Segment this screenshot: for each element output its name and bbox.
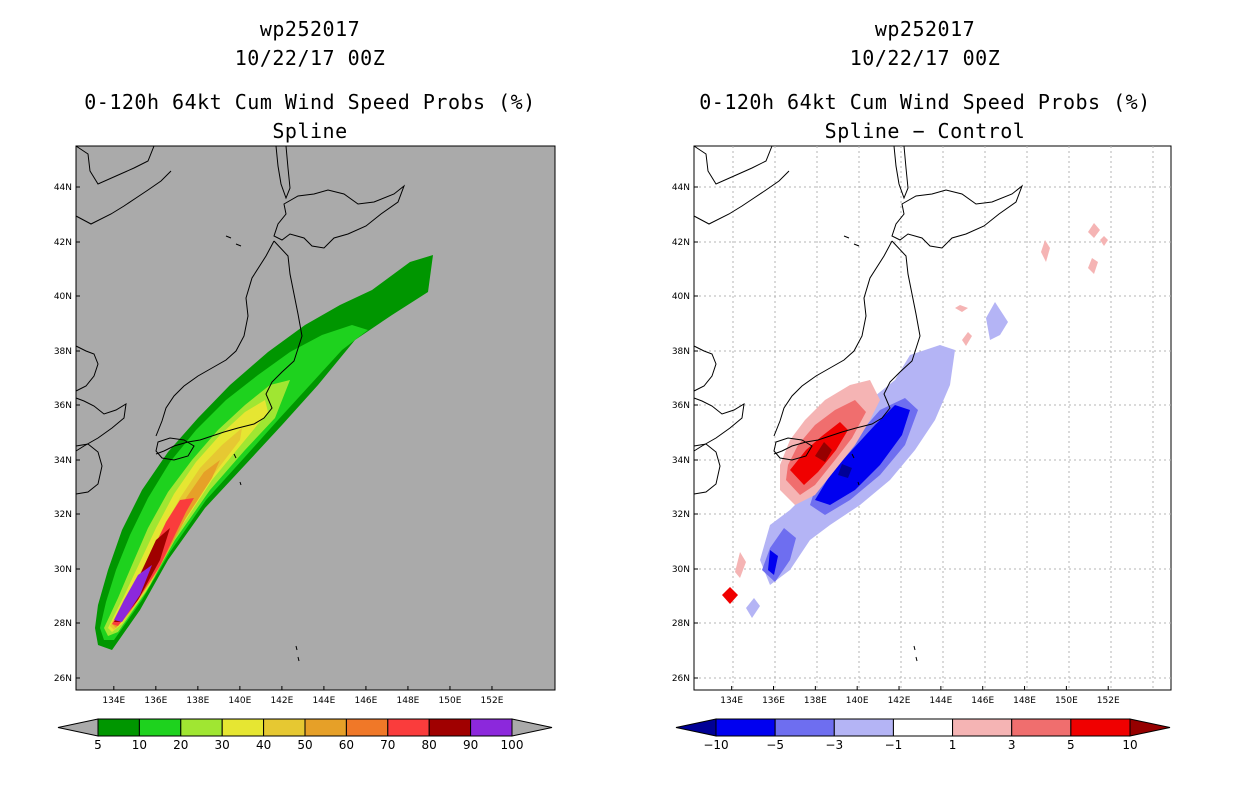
right-colorbar-swatch xyxy=(1011,718,1072,737)
right-lat-label: 40N xyxy=(672,292,690,302)
left-probability-swath xyxy=(95,255,433,650)
left-axis-labels: 44N 42N 40N 38N 36N 34N 32N 30N 28N 26N 134E 136E 13… xyxy=(54,183,504,706)
left-colorbar-swatch xyxy=(138,718,182,737)
right-colorbar-label: −3 xyxy=(825,738,843,752)
left-colorbar-label: 5 xyxy=(94,738,102,752)
left-colorbar-label: 30 xyxy=(215,738,230,752)
left-lon-label: 152E xyxy=(481,696,504,706)
right-axis-labels: 44N 42N 40N 38N 36N 34N 32N 30N 28N 26N 134E 136E 13… xyxy=(672,183,1120,706)
left-lat-label: 34N xyxy=(54,456,72,466)
left-colorbar-swatch xyxy=(97,718,140,737)
left-lat-label: 36N xyxy=(54,401,72,411)
right-lat-label: 42N xyxy=(672,238,690,248)
left-colorbar-swatch xyxy=(387,718,430,737)
right-colorbar-swatch xyxy=(892,718,954,737)
right-lon-label: 152E xyxy=(1097,696,1120,706)
right-lat-label: 28N xyxy=(672,619,690,629)
left-lon-label: 146E xyxy=(354,696,377,706)
right-lon-label: 134E xyxy=(720,696,743,706)
right-colorbar-label: −1 xyxy=(885,738,903,752)
right-lat-label: 36N xyxy=(672,401,690,411)
right-colorbar-swatch xyxy=(952,718,1013,737)
right-lon-label: 140E xyxy=(846,696,869,706)
left-colorbar-label: 50 xyxy=(297,738,312,752)
right-lon-label: 146E xyxy=(971,696,994,706)
right-lat-label: 44N xyxy=(672,183,690,193)
left-colorbar-label: 70 xyxy=(380,738,395,752)
left-lon-label: 144E xyxy=(312,696,335,706)
right-lon-label: 144E xyxy=(929,696,952,706)
right-lon-label: 142E xyxy=(888,696,911,706)
right-colorbar-label: 3 xyxy=(1008,738,1016,752)
left-colorbar-label: 100 xyxy=(501,738,524,752)
left-colorbar-label: 60 xyxy=(339,738,354,752)
left-colorbar-swatch xyxy=(345,718,389,737)
left-colorbar-swatch xyxy=(470,718,513,737)
right-storm-id: wp252017 xyxy=(874,17,976,41)
left-product-title: 0-120h 64kt Cum Wind Speed Probs (%) xyxy=(84,90,536,114)
right-lon-label: 138E xyxy=(804,696,827,706)
left-colorbar: 5 10 20 30 40 50 60 70 80 90 100 xyxy=(57,718,553,752)
right-lat-label: 38N xyxy=(672,347,690,357)
left-lon-label: 140E xyxy=(228,696,251,706)
right-map-panel xyxy=(693,145,1172,691)
left-lat-label: 32N xyxy=(54,510,72,520)
left-lon-label: 142E xyxy=(270,696,293,706)
left-map-panel xyxy=(75,145,556,691)
right-datetime: 10/22/17 00Z xyxy=(849,46,1001,70)
left-colorbar-swatch xyxy=(304,718,347,737)
left-lat-label: 26N xyxy=(54,674,72,684)
left-storm-id: wp252017 xyxy=(259,17,361,41)
left-lon-label: 138E xyxy=(186,696,209,706)
right-lat-label: 30N xyxy=(672,565,690,575)
left-colorbar-low-triangle xyxy=(57,718,99,737)
right-colorbar-swatch xyxy=(833,718,894,737)
left-colorbar-label: 90 xyxy=(463,738,478,752)
left-lon-label: 134E xyxy=(102,696,125,706)
right-colorbar: −10 −5 −3 −1 1 3 5 10 xyxy=(675,718,1171,752)
left-map-background xyxy=(75,145,556,691)
left-colorbar-high-triangle xyxy=(511,718,553,737)
right-difference-field xyxy=(722,223,1108,618)
left-colorbar-swatch xyxy=(263,718,306,737)
left-lon-label: 150E xyxy=(439,696,462,706)
left-panel-title: wp252017 10/22/17 00Z 0-120h 64kt Cum Wi… xyxy=(60,15,560,146)
left-lat-label: 40N xyxy=(54,292,72,302)
right-colorbar-label: 10 xyxy=(1122,738,1137,752)
left-colorbar-swatch xyxy=(428,718,472,737)
left-colorbar-label: 20 xyxy=(173,738,188,752)
right-subtitle: Spline − Control xyxy=(824,119,1026,143)
left-colorbar-swatch xyxy=(180,718,223,737)
left-lat-label: 30N xyxy=(54,565,72,575)
left-lat-label: 44N xyxy=(54,183,72,193)
right-lat-label: 26N xyxy=(672,674,690,684)
right-colorbar-label: 1 xyxy=(949,738,957,752)
left-lat-label: 28N xyxy=(54,619,72,629)
right-lat-label: 32N xyxy=(672,510,690,520)
left-colorbar-label: 80 xyxy=(422,738,437,752)
right-lon-label: 148E xyxy=(1013,696,1036,706)
right-colorbar-label: −5 xyxy=(766,738,784,752)
left-lon-label: 136E xyxy=(144,696,167,706)
right-colorbar-swatch xyxy=(715,718,776,737)
right-product-title: 0-120h 64kt Cum Wind Speed Probs (%) xyxy=(699,90,1151,114)
left-colorbar-swatch xyxy=(221,718,265,737)
right-panel-title: wp252017 10/22/17 00Z 0-120h 64kt Cum Wi… xyxy=(675,15,1175,146)
right-colorbar-swatch xyxy=(1070,718,1131,737)
left-colorbar-label: 10 xyxy=(132,738,147,752)
right-colorbar-swatch xyxy=(774,718,835,737)
left-lat-label: 38N xyxy=(54,347,72,357)
right-colorbar-high-triangle xyxy=(1129,718,1171,737)
right-colorbar-low-triangle xyxy=(675,718,717,737)
right-colorbar-label: 5 xyxy=(1067,738,1075,752)
left-datetime: 10/22/17 00Z xyxy=(234,46,386,70)
left-colorbar-label: 40 xyxy=(256,738,271,752)
right-lon-label: 136E xyxy=(762,696,785,706)
right-colorbar-label: −10 xyxy=(703,738,728,752)
left-lat-label: 42N xyxy=(54,238,72,248)
left-lon-label: 148E xyxy=(397,696,420,706)
right-lon-label: 150E xyxy=(1055,696,1078,706)
right-lat-label: 34N xyxy=(672,456,690,466)
left-subtitle: Spline xyxy=(272,119,348,143)
